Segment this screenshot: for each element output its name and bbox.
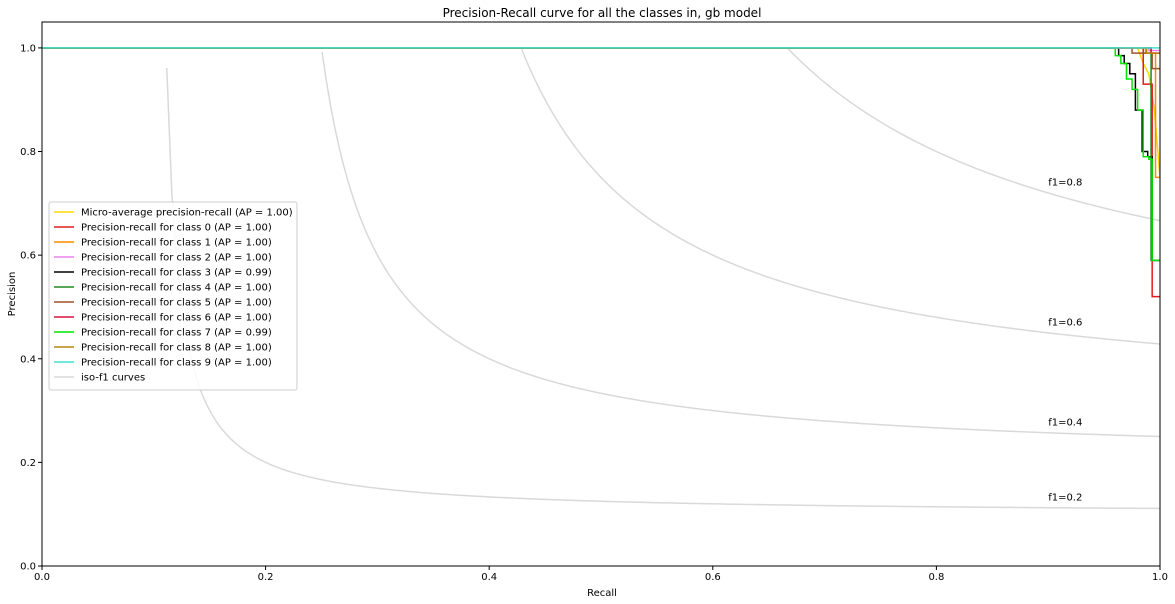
y-tick-label: 0.8 xyxy=(20,147,36,158)
legend-entry: Precision-recall for class 2 (AP = 1.00) xyxy=(81,253,272,264)
iso-f1-label: f1=0.6 xyxy=(1048,317,1082,328)
iso-f1-curve xyxy=(521,49,1160,345)
iso-f1-label: f1=0.4 xyxy=(1048,417,1082,428)
series-layer xyxy=(42,47,1160,298)
iso-f1-curve xyxy=(321,51,1160,438)
legend-entry: Precision-recall for class 6 (AP = 1.00) xyxy=(81,313,272,324)
axes-layer: 0.0 0.2 0.4 0.6 0.8 1.0 0.0 0.2 0.4 0.6 0.8 1.0 xyxy=(20,21,1168,583)
legend-entry: Precision-recall for class 4 (AP = 1.00) xyxy=(81,283,272,294)
x-tick-label: 0.4 xyxy=(481,572,497,583)
y-tick-label: 0.4 xyxy=(20,354,36,365)
y-tick-label: 0.6 xyxy=(20,251,36,262)
legend-entry: Precision-recall for class 8 (AP = 1.00) xyxy=(81,343,272,354)
legend-entry: Micro-average precision-recall (AP = 1.0… xyxy=(81,208,293,219)
legend-entry: Precision-recall for class 3 (AP = 0.99) xyxy=(81,268,272,279)
iso-f1-curve xyxy=(787,47,1160,222)
y-tick-label: 0.2 xyxy=(20,458,36,469)
series-line xyxy=(42,47,1160,178)
series-line xyxy=(42,47,1160,54)
legend-entry: iso-f1 curves xyxy=(81,373,145,384)
series-line xyxy=(42,47,1160,179)
iso-f1-label: f1=0.8 xyxy=(1048,178,1082,189)
x-tick-label: 0.2 xyxy=(258,572,274,583)
legend-entry: Precision-recall for class 5 (AP = 1.00) xyxy=(81,298,272,309)
plot-frame xyxy=(41,21,1161,567)
x-axis-label: Recall xyxy=(587,588,617,599)
legend-entry: Precision-recall for class 9 (AP = 1.00) xyxy=(81,358,272,369)
iso-f1-label: f1=0.2 xyxy=(1048,492,1082,503)
y-tick-label: 0.0 xyxy=(20,562,36,573)
iso-f1-layer xyxy=(166,47,1160,510)
x-tick-label: 0.6 xyxy=(705,572,721,583)
series-line xyxy=(42,47,1160,70)
x-tick-label: 0.0 xyxy=(34,572,50,583)
chart-title: Precision-Recall curve for all the class… xyxy=(443,6,762,20)
legend: Micro-average precision-recall (AP = 1.0… xyxy=(48,201,298,391)
legend-entry: Precision-recall for class 0 (AP = 1.00) xyxy=(81,223,272,234)
iso-f1-labels: f1=0.2 f1=0.4 f1=0.6 f1=0.8 xyxy=(1048,178,1082,504)
series-line xyxy=(42,47,1160,262)
y-tick-label: 1.0 xyxy=(20,43,36,54)
iso-f1-curve xyxy=(166,67,1160,510)
series-line xyxy=(42,47,1160,54)
legend-box xyxy=(48,201,298,391)
legend-entry: Precision-recall for class 7 (AP = 0.99) xyxy=(81,328,272,339)
legend-entry: Precision-recall for class 1 (AP = 1.00) xyxy=(81,238,272,249)
x-tick-label: 1.0 xyxy=(1152,572,1168,583)
x-tick-label: 0.8 xyxy=(928,572,944,583)
y-axis-label: Precision xyxy=(7,272,18,317)
